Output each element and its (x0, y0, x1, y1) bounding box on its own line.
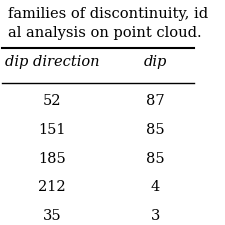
Text: families of discontinuity, id: families of discontinuity, id (8, 7, 208, 21)
Text: 52: 52 (43, 94, 61, 108)
Text: 185: 185 (38, 152, 66, 166)
Text: dip direction: dip direction (4, 55, 99, 69)
Text: 35: 35 (43, 209, 61, 223)
Text: al analysis on point cloud.: al analysis on point cloud. (8, 26, 201, 40)
Text: 4: 4 (151, 180, 160, 194)
Text: 3: 3 (151, 209, 160, 223)
Text: 151: 151 (38, 123, 66, 137)
Text: 85: 85 (146, 123, 165, 137)
Text: dip: dip (144, 55, 167, 69)
Text: 87: 87 (146, 94, 165, 108)
Text: 85: 85 (146, 152, 165, 166)
Text: 212: 212 (38, 180, 66, 194)
